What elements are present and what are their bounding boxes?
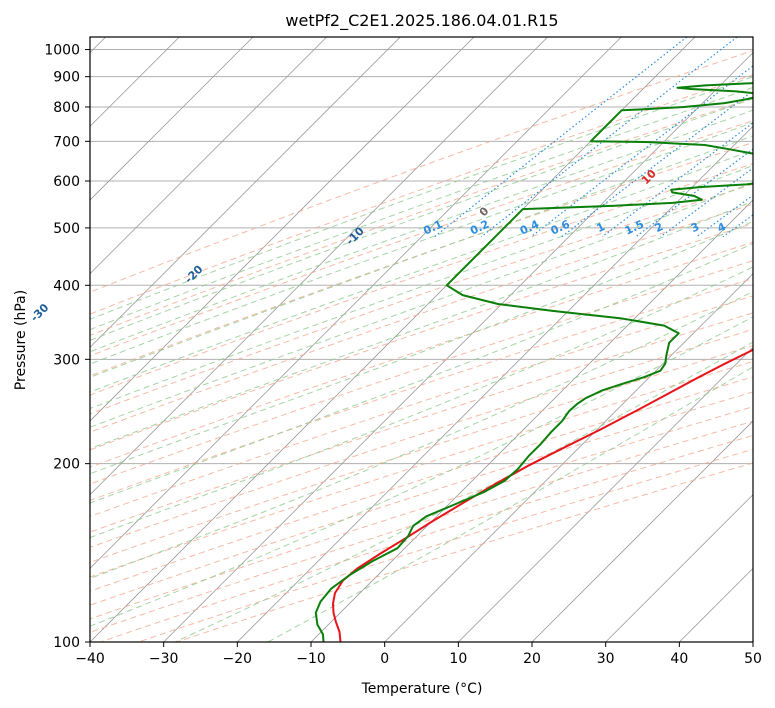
- mixing-ratio-line: [601, 122, 753, 238]
- chart-title: wetPf2_C2E1.2025.186.04.01.R15: [285, 11, 558, 31]
- mixing-ratio-label: 0.4: [518, 217, 541, 237]
- dry-adiabat-line: [90, 360, 753, 578]
- y-tick-label: 300: [53, 352, 80, 368]
- dry-adiabat-line: [90, 50, 753, 293]
- isotherm-line: [90, 37, 548, 496]
- x-tick-label: −30: [149, 651, 179, 667]
- moist-adiabat-line: [90, 291, 753, 579]
- moist-adiabat-line: [90, 266, 753, 539]
- dry-adiabat-line: [90, 312, 753, 533]
- mixing-ratio-label: 1.5: [623, 218, 646, 238]
- moist-adiabat-line: [90, 109, 753, 353]
- y-tick-label: 900: [53, 70, 80, 86]
- isotherm-line: [310, 199, 753, 642]
- x-tick-label: 10: [449, 651, 467, 667]
- moist-adiabat-line: [267, 366, 753, 642]
- moist-adiabat-line: [90, 98, 753, 341]
- isotherm-line: [163, 52, 753, 642]
- isotherm-line: [90, 37, 327, 275]
- y-tick-label: 1000: [44, 43, 80, 59]
- x-axis-title: Temperature (°C): [361, 681, 483, 697]
- mixing-ratio-line: [696, 194, 753, 238]
- x-tick-label: 40: [670, 651, 688, 667]
- mixing-ratio-lines: [434, 37, 775, 238]
- isotherm-line: [90, 37, 254, 201]
- temperature-profile-line: [332, 348, 753, 642]
- plot-frame: [89, 36, 754, 643]
- y-tick-label: 700: [53, 134, 80, 150]
- dry-adiabat-line: [90, 222, 753, 451]
- x-tick-label: 20: [523, 651, 541, 667]
- y-tick-label: 600: [53, 174, 80, 190]
- mixing-ratio-line: [762, 37, 775, 237]
- y-tick-label: 100: [53, 635, 80, 651]
- y-tick-label: 500: [53, 221, 80, 237]
- moist-adiabats: [90, 76, 753, 642]
- profile-series: [314, 82, 753, 642]
- dry-adiabat-line: [90, 74, 753, 315]
- pressure-gridlines: [90, 49, 753, 642]
- isotherm-line: [90, 37, 622, 569]
- dewpoint-profile-line: [314, 82, 753, 642]
- moist-adiabat-line: [90, 200, 753, 450]
- dry-adiabat-line: [90, 163, 753, 396]
- moist-adiabat-line: [90, 122, 753, 365]
- isotherm-line: [384, 273, 753, 642]
- x-tick-label: 30: [597, 651, 615, 667]
- isotherm-line: [458, 346, 753, 642]
- mixing-ratio-line: [561, 89, 753, 238]
- mixing-ratio-label: 0.2: [468, 218, 491, 238]
- isotherm-line: [531, 420, 753, 642]
- moist-adiabat-line: [90, 181, 753, 428]
- isotherm-line: [237, 125, 753, 642]
- x-tick-label: −40: [75, 651, 105, 667]
- y-axis-ticks: 100 200 300 400 500 600 700 800 900 1000: [44, 43, 90, 651]
- x-tick-label: 0: [380, 651, 389, 667]
- x-tick-label: 50: [744, 651, 762, 667]
- x-tick-label: −20: [223, 651, 253, 667]
- isotherm-line: [679, 567, 753, 642]
- y-tick-label: 400: [53, 278, 80, 294]
- x-axis-ticks: −40 −30 −20 −10 0 10 20 30 40 50: [75, 642, 762, 667]
- dry-adiabat-label: 10: [639, 167, 659, 187]
- dry-adiabat-line: [90, 278, 753, 501]
- moist-adiabat-line: [90, 86, 753, 331]
- dry-adiabat-line: [90, 142, 753, 377]
- mixing-ratio-line: [480, 37, 738, 238]
- moist-adiabat-line: [90, 316, 753, 627]
- isotherm-line: [90, 37, 401, 348]
- dry-adiabat-line: [90, 120, 753, 357]
- isotherm-line: [605, 494, 753, 642]
- reference-line-labels: 0.10.20.40.611.5234-100-90-80-70-60-50-4…: [28, 167, 728, 325]
- y-tick-label: 800: [53, 100, 80, 116]
- dry-adiabat-line: [90, 203, 753, 433]
- mixing-ratio-line: [722, 214, 753, 238]
- isotherm-line: [752, 641, 753, 642]
- dry-adiabat-line: [90, 97, 753, 336]
- y-tick-label: 200: [53, 457, 80, 473]
- dry-adiabat-label: -30: [28, 301, 51, 324]
- dry-adiabat-line: [90, 391, 753, 606]
- isotherm-line: [90, 37, 475, 422]
- mixing-ratio-line: [660, 167, 753, 238]
- moist-adiabat-line: [90, 135, 753, 378]
- y-axis-title: Pressure (hPa): [13, 290, 29, 390]
- moist-adiabat-line: [90, 149, 753, 393]
- x-tick-label: −10: [296, 651, 326, 667]
- moist-adiabat-line: [90, 242, 753, 504]
- dry-adiabat-line: [90, 420, 753, 633]
- dry-adiabat-line: [90, 260, 753, 485]
